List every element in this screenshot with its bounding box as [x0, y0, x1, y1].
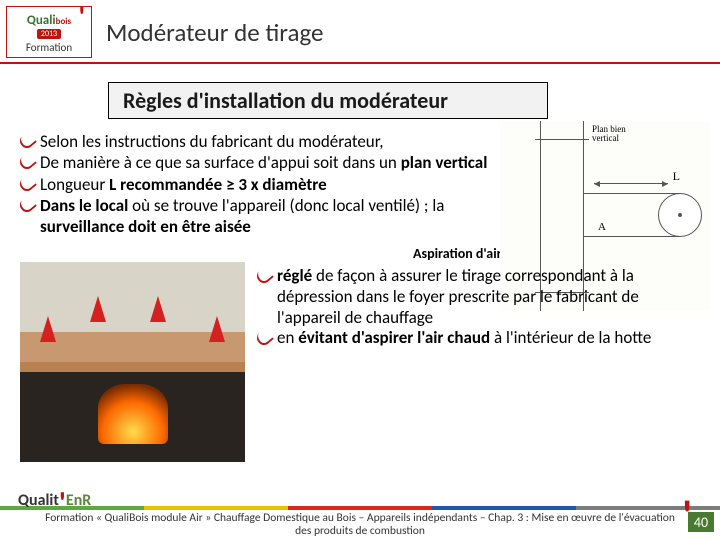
logo-brand: Quali — [27, 13, 56, 28]
bullet-list-top: Selon les instructions du fabricant du m… — [20, 131, 490, 237]
diagram-label-a: A — [598, 221, 606, 233]
list-item: en évitant d'aspirer l'air chaud à l'int… — [257, 328, 688, 349]
section-banner: Règles d'installation du modérateur — [108, 82, 548, 119]
logo-year: 2013 — [37, 29, 61, 39]
diagram-label-plan: Plan bienvertical — [592, 125, 626, 144]
logo-sub: bois — [56, 16, 71, 27]
list-item: De manière à ce que sa surface d'appui s… — [20, 152, 490, 173]
bullet-list-bottom: réglé de façon à assurer le tirage corre… — [257, 266, 712, 462]
footer: Qualit'EnR Formation « QualiBois module … — [0, 506, 720, 540]
footer-text: Formation « QualiBois module Air » Chauf… — [0, 510, 720, 538]
slide-title: Modérateur de tirage — [106, 17, 323, 48]
list-item: Longueur L recommandée ≥ 3 x diamètre — [20, 174, 490, 195]
list-item: Selon les instructions du fabricant du m… — [20, 131, 490, 152]
diagram-label-l: L — [673, 169, 680, 184]
page-number: 40 — [688, 512, 714, 532]
footer-logo: Qualit'EnR — [18, 485, 91, 522]
section-title: Règles d'installation du modérateur — [109, 83, 547, 118]
footer-stripe — [0, 506, 720, 510]
brand-logo: ' Qualibois 2013 Formation — [6, 6, 92, 58]
list-item: Dans le local où se trouve l'appareil (d… — [20, 195, 490, 238]
list-item: réglé de façon à assurer le tirage corre… — [257, 266, 688, 328]
fireplace-illustration — [20, 262, 245, 462]
logo-formation: Formation — [26, 41, 72, 54]
